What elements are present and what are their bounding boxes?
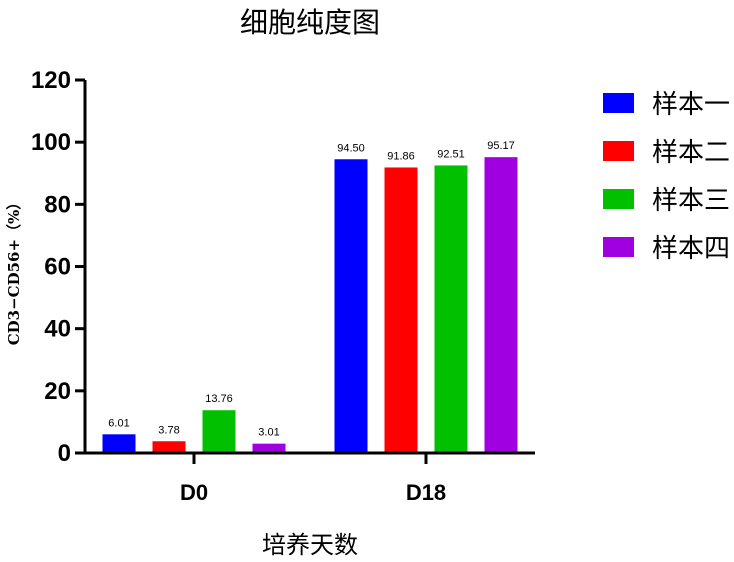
- legend-swatch: [603, 189, 634, 209]
- y-tick-label: 0: [58, 440, 71, 467]
- bar: [384, 167, 418, 452]
- y-axis-label: CD3−CD56+（%）: [5, 195, 23, 346]
- x-axis-label: 培养天数: [262, 531, 358, 559]
- y-tick-label: 80: [44, 191, 71, 218]
- legend-label: 样本二: [652, 138, 730, 168]
- bar: [202, 410, 236, 452]
- y-tick-label: 120: [31, 67, 71, 94]
- bar: [102, 434, 136, 452]
- legend-label: 样本三: [652, 186, 730, 216]
- y-tick-label: 100: [31, 129, 71, 156]
- y-tick-label: 20: [44, 378, 71, 405]
- legend-label: 样本一: [652, 90, 730, 120]
- bars: 6.01 3.78 13.76 3.01 94.50 91.86 92.51 95.17: [102, 140, 518, 452]
- data-label: 6.01: [108, 417, 129, 429]
- legend-swatch: [603, 237, 634, 257]
- x-tick-label: D0: [180, 480, 208, 505]
- data-label: 13.76: [205, 393, 233, 405]
- legend-swatch: [603, 93, 634, 113]
- legend-swatch: [603, 141, 634, 161]
- data-label: 94.50: [337, 142, 365, 154]
- bar: [434, 165, 468, 452]
- bar: [252, 443, 286, 452]
- data-label: 3.78: [158, 424, 179, 436]
- y-tick-label: 40: [44, 316, 71, 343]
- data-label: 3.01: [258, 427, 279, 439]
- legend-label: 样本四: [652, 234, 730, 264]
- axes: 0 20 40 60 80 100 120 D0 D18: [31, 67, 535, 505]
- x-tick-label: D18: [406, 480, 446, 505]
- bar: [152, 441, 186, 452]
- data-label: 95.17: [487, 140, 515, 152]
- y-tick-label: 60: [44, 254, 71, 281]
- data-label: 91.86: [387, 150, 415, 162]
- data-label: 92.51: [437, 148, 465, 160]
- chart-title: 细胞纯度图: [240, 6, 380, 39]
- bar: [484, 157, 518, 452]
- bar: [334, 159, 368, 452]
